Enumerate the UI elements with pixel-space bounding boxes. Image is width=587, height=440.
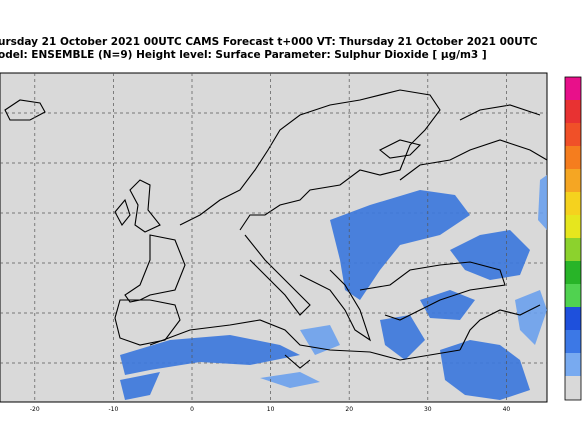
map-panel (0, 72, 548, 403)
x-tick-label: 30 (424, 406, 432, 413)
title-line-2: odel: ENSEMBLE (N=9) Height level: Surfa… (0, 49, 487, 61)
so2-concentration-areas (120, 175, 547, 400)
x-tick-label: 10 (267, 406, 275, 413)
color-scale (564, 76, 582, 401)
coastlines (4, 89, 548, 369)
x-tick-label: 0 (190, 406, 194, 413)
title-line-1: ursday 21 October 2021 00UTC CAMS Foreca… (0, 36, 538, 48)
x-tick-label: 40 (503, 406, 511, 413)
latitude-grid (0, 112, 547, 364)
x-tick-label: 20 (345, 406, 353, 413)
x-tick-label: -20 (30, 406, 40, 413)
x-tick-label: -10 (108, 406, 118, 413)
